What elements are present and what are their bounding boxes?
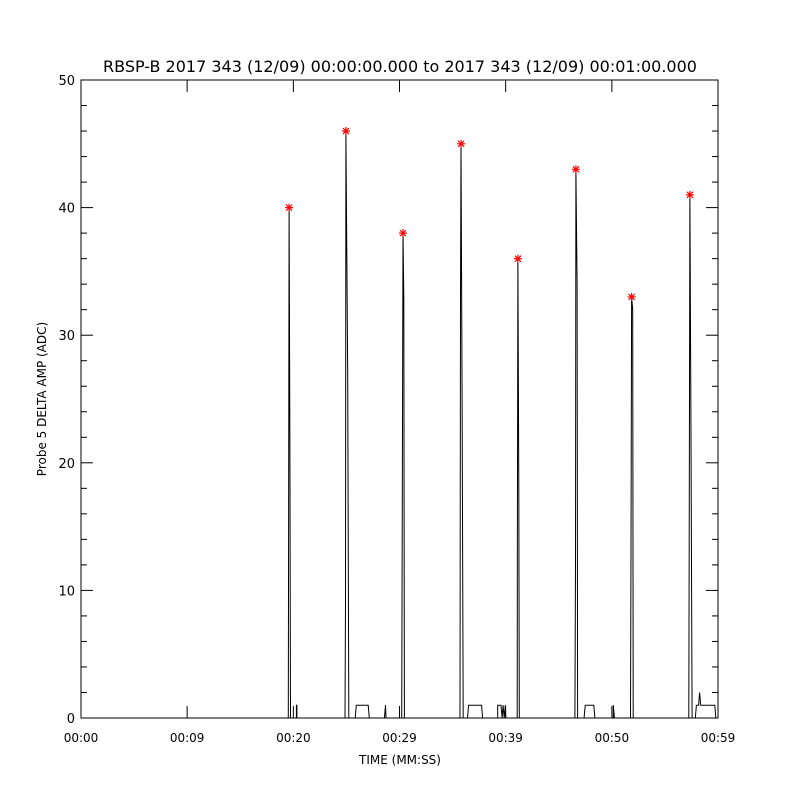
peak-marker	[341, 127, 350, 136]
peak-marker	[398, 229, 407, 238]
y-tick-label: 50	[58, 74, 75, 89]
x-tick-label: 00:39	[488, 731, 523, 745]
y-axis-label: Probe 5 DELTA AMP (ADC)	[35, 322, 49, 476]
y-tick-label: 40	[58, 202, 75, 217]
y-tick-label: 10	[58, 584, 75, 599]
x-axis-label: TIME (MM:SS)	[358, 753, 441, 767]
peak-marker	[513, 254, 522, 263]
x-tick-label: 00:09	[170, 731, 205, 745]
series-line	[81, 130, 718, 719]
peak-marker	[285, 203, 294, 212]
x-tick-label: 00:20	[276, 731, 311, 745]
x-tick-label: 00:29	[382, 731, 417, 745]
y-tick-label: 30	[58, 329, 75, 344]
plot-frame	[80, 79, 719, 719]
chart-title: RBSP-B 2017 343 (12/09) 00:00:00.000 to …	[103, 57, 697, 76]
x-tick-label: 00:50	[595, 731, 630, 745]
x-tick-label: 00:59	[701, 731, 736, 745]
peak-marker	[457, 139, 466, 148]
x-tick-label: 00:00	[64, 731, 99, 745]
y-tick-label: 0	[67, 712, 75, 727]
y-tick-label: 20	[58, 457, 75, 472]
peak-marker	[571, 165, 580, 174]
peak-marker	[685, 190, 694, 199]
peak-marker	[627, 292, 636, 301]
